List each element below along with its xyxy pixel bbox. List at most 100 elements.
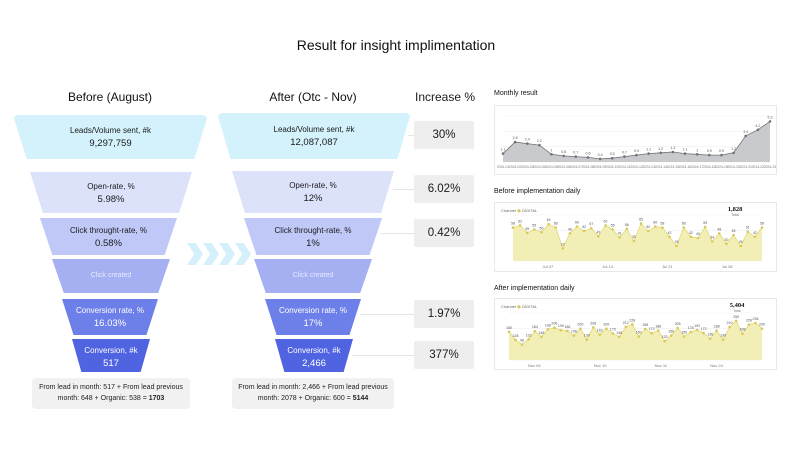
after-stage-leads: Leads/Volume sent, #k 12,087,087 [217,113,411,159]
series-area [513,223,762,261]
x-tick-label: 2024-15 [667,165,680,169]
before-stage-conversion-rate: Conversion rate, % 16.03% [62,299,158,335]
data-label: 52 [582,225,586,229]
arrow-chevron-icon [219,243,235,265]
total-label: Total [733,309,741,313]
monthly-chart: 1.1 2.6 2.4 2.2 1 0.8 0.7 0.6 0.4 0.5 0.7 0.9 1.1 1.2… [497,115,776,169]
data-point [562,154,565,158]
stage-label: Conversion, #k [287,346,341,355]
data-point [590,226,593,230]
x-tick-label: 2024-16 [679,165,692,169]
data-label: 168 [740,328,746,332]
data-point [604,224,607,227]
x-tick-label: Jul 21 [662,264,673,269]
legend-label: Channel [501,208,516,213]
x-tick-label: 2024-03 [521,165,534,169]
after-note: From lead in month: 2,466 + From lead pr… [232,378,394,409]
note-total: 1703 [148,394,165,402]
data-point [585,338,589,341]
data-point [554,226,557,229]
increase-conversion: 377% [414,341,474,369]
data-label: 130 [584,334,590,338]
data-point [671,150,675,154]
stage-label: Leads/Volume sent, #k [273,125,355,134]
data-label: 1.1 [646,148,651,152]
x-tick-label: Nov 24 [710,363,723,368]
data-point [647,152,650,155]
data-label: 56 [625,223,629,227]
x-tick-label: 2024-10 [606,165,619,169]
data-point [574,155,578,158]
stage-value: 17% [303,318,323,329]
total-label: Total [731,213,739,217]
before-heading: Before (August) [67,90,153,104]
data-point [547,222,550,226]
monthly-chart-title: Monthly result [494,90,538,97]
series-area [503,121,770,162]
data-label: 162 [597,329,603,333]
data-label: 58 [760,222,764,226]
data-label: 58 [660,222,664,226]
increase-open-rate: 6.02% [414,175,474,203]
before-stage-open-rate: Open-rate, % 5.98% [30,172,192,213]
x-tick-label: 2024-01 [497,165,510,169]
data-label: 2.6 [513,136,518,140]
data-label: 196 [545,323,551,327]
data-point [525,231,529,235]
data-label: 236 [753,317,759,321]
data-label: 180 [506,326,512,330]
data-point [747,323,751,326]
data-label: 59 [703,221,707,225]
data-point [683,152,687,155]
data-point [572,334,576,337]
increase-conversion-rate: 1.97% [414,300,474,328]
data-point [559,328,563,332]
data-label: 0.8 [561,150,566,154]
data-label: 1.1 [501,148,506,152]
before-note: From lead in month: 517 + From lead prev… [32,378,190,409]
data-point [598,333,602,336]
data-label: 148 [538,331,544,335]
data-label: 1.1 [683,148,688,152]
data-label: 52 [646,225,650,229]
x-tick-label: 2024-13 [642,165,655,169]
data-point [637,335,640,338]
data-label: 3.4 [743,130,748,134]
data-label: 205 [675,322,681,326]
data-label: 200 [759,323,765,327]
data-point [703,225,707,229]
stage-value: 517 [103,358,119,369]
data-label: 120 [662,335,668,339]
data-point [605,327,608,330]
data-label: 170 [610,327,616,331]
data-label: 1 [696,148,698,152]
data-point [760,327,764,330]
x-tick-label: 2024-22 [752,165,765,169]
data-point [754,321,757,325]
data-label: 128 [513,334,519,338]
before-stage-click-created: Click created [52,259,170,293]
data-point [598,157,602,161]
after-stage-conversion-rate: Conversion rate, % 17% [265,299,361,335]
x-tick-label: 2024-04 [533,165,546,169]
data-label: 22 [561,242,565,246]
x-tick-label: 2024-23 [764,165,776,169]
data-point [654,225,657,228]
data-label: 200 [577,323,583,327]
after-stage-click-created: Click created [254,259,372,293]
data-point [533,329,537,333]
before-daily-chart-title: Before implementation daily [494,188,581,195]
x-tick-label: 2024-08 [582,165,595,169]
note-line2: month: 648 + Organic: 538 = [57,394,149,402]
data-label: 198 [642,323,648,327]
stage-label: Open-rate, % [289,181,337,190]
series-area [509,320,762,360]
data-point [518,224,522,227]
data-label: 48 [568,227,572,231]
x-tick-label: 2024-14 [655,165,668,169]
data-label: 156 [668,330,674,334]
x-tick-label: 2024-19 [715,165,728,169]
data-point [756,128,760,132]
data-point [753,235,757,239]
